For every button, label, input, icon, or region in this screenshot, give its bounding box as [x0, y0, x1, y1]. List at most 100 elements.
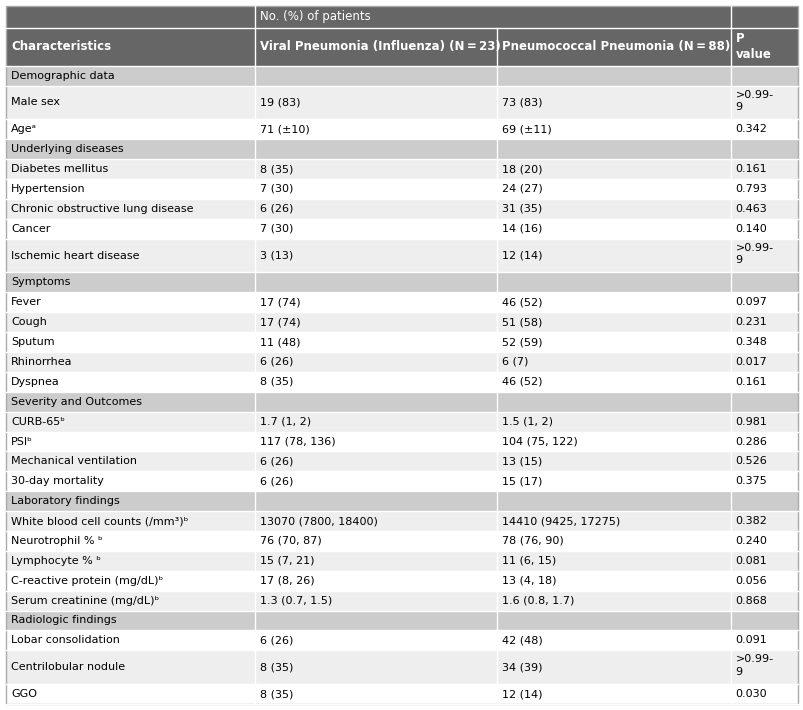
Text: Hypertension: Hypertension: [11, 184, 85, 194]
Text: 52 (59): 52 (59): [501, 337, 542, 347]
Text: 1.7 (1, 2): 1.7 (1, 2): [260, 417, 312, 427]
Bar: [255, 412, 496, 432]
Bar: [730, 239, 797, 273]
Bar: [6, 630, 255, 650]
Bar: [496, 471, 730, 491]
Text: 0.286: 0.286: [735, 437, 767, 447]
Bar: [255, 551, 496, 571]
Bar: [6, 551, 255, 571]
Text: 0.348: 0.348: [735, 337, 767, 347]
Bar: [730, 179, 797, 199]
Bar: [6, 119, 255, 139]
Text: 8 (35): 8 (35): [260, 377, 293, 387]
Text: Mechanical ventilation: Mechanical ventilation: [11, 457, 137, 466]
Text: 7 (30): 7 (30): [260, 184, 293, 194]
Bar: [255, 312, 496, 332]
Bar: [255, 531, 496, 551]
Bar: [496, 551, 730, 571]
Bar: [496, 312, 730, 332]
Bar: [496, 591, 730, 611]
Text: >0.99-
9: >0.99- 9: [735, 89, 772, 112]
Text: Serum creatinine (mg/dL)ᵇ: Serum creatinine (mg/dL)ᵇ: [11, 596, 159, 606]
Text: 0.231: 0.231: [735, 317, 767, 327]
Text: 24 (27): 24 (27): [501, 184, 542, 194]
Bar: [730, 85, 797, 119]
Text: Male sex: Male sex: [11, 97, 60, 107]
Bar: [496, 491, 730, 511]
Bar: [6, 412, 255, 432]
Text: Neurotrophil % ᵇ: Neurotrophil % ᵇ: [11, 536, 103, 546]
Text: Severity and Outcomes: Severity and Outcomes: [11, 397, 142, 407]
Bar: [730, 312, 797, 332]
Bar: [496, 179, 730, 199]
Text: 8 (35): 8 (35): [260, 662, 293, 672]
Text: C-reactive protein (mg/dL)ᵇ: C-reactive protein (mg/dL)ᵇ: [11, 576, 163, 586]
Bar: [255, 219, 496, 239]
Bar: [496, 219, 730, 239]
Bar: [496, 531, 730, 551]
Text: 6 (26): 6 (26): [260, 204, 293, 214]
Text: 0.375: 0.375: [735, 476, 767, 486]
Text: 13 (4, 18): 13 (4, 18): [501, 576, 556, 586]
Bar: [730, 684, 797, 704]
Bar: [6, 352, 255, 372]
Bar: [255, 571, 496, 591]
Bar: [496, 65, 730, 85]
Text: 46 (52): 46 (52): [501, 297, 542, 307]
Bar: [496, 432, 730, 452]
Bar: [6, 199, 255, 219]
Text: Pneumococcal Pneumonia (N = 88): Pneumococcal Pneumonia (N = 88): [501, 40, 729, 53]
Bar: [730, 611, 797, 630]
Bar: [6, 392, 255, 412]
Bar: [6, 571, 255, 591]
Text: 0.981: 0.981: [735, 417, 767, 427]
Bar: [6, 219, 255, 239]
Text: Lymphocyte % ᵇ: Lymphocyte % ᵇ: [11, 556, 101, 566]
Bar: [496, 352, 730, 372]
Bar: [730, 219, 797, 239]
Text: 30-day mortality: 30-day mortality: [11, 476, 104, 486]
Bar: [255, 452, 496, 471]
Bar: [730, 139, 797, 159]
Bar: [730, 273, 797, 293]
Text: 0.382: 0.382: [735, 516, 767, 526]
Text: 15 (17): 15 (17): [501, 476, 542, 486]
Text: 0.240: 0.240: [735, 536, 767, 546]
Text: 0.097: 0.097: [735, 297, 767, 307]
Bar: [255, 293, 496, 312]
Bar: [6, 432, 255, 452]
Text: 6 (26): 6 (26): [260, 635, 293, 645]
Text: 1.6 (0.8, 1.7): 1.6 (0.8, 1.7): [501, 596, 573, 606]
Text: Fever: Fever: [11, 297, 42, 307]
Bar: [6, 65, 255, 85]
Text: 0.793: 0.793: [735, 184, 767, 194]
Text: Centrilobular nodule: Centrilobular nodule: [11, 662, 125, 672]
Text: Sputum: Sputum: [11, 337, 55, 347]
Bar: [255, 179, 496, 199]
Text: 34 (39): 34 (39): [501, 662, 542, 672]
Text: 6 (26): 6 (26): [260, 457, 293, 466]
Bar: [255, 28, 496, 65]
Bar: [496, 650, 730, 684]
Bar: [496, 452, 730, 471]
Bar: [496, 372, 730, 392]
Bar: [6, 239, 255, 273]
Text: Characteristics: Characteristics: [11, 40, 111, 53]
Bar: [496, 159, 730, 179]
Text: 11 (6, 15): 11 (6, 15): [501, 556, 556, 566]
Text: 0.161: 0.161: [735, 164, 766, 174]
Bar: [255, 273, 496, 293]
Bar: [6, 531, 255, 551]
Text: 0.526: 0.526: [735, 457, 767, 466]
Bar: [496, 85, 730, 119]
Text: Dyspnea: Dyspnea: [11, 377, 59, 387]
Text: 6 (26): 6 (26): [260, 476, 293, 486]
Bar: [730, 65, 797, 85]
Text: 0.030: 0.030: [735, 689, 766, 699]
Bar: [255, 630, 496, 650]
Text: 0.342: 0.342: [735, 124, 767, 134]
Bar: [255, 65, 496, 85]
Text: 0.056: 0.056: [735, 576, 766, 586]
Bar: [255, 85, 496, 119]
Bar: [255, 650, 496, 684]
